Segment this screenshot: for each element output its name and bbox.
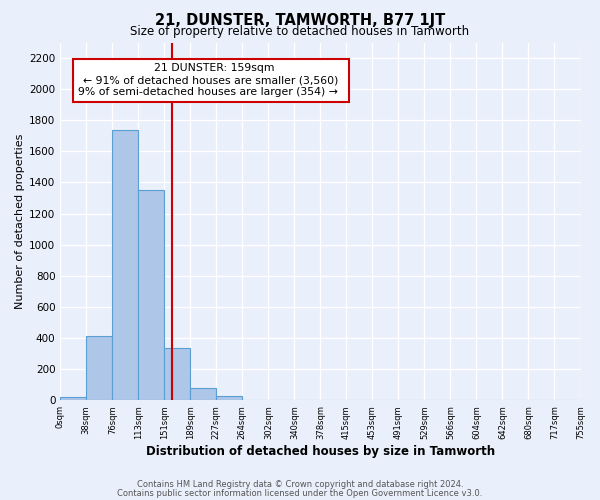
Text: Contains HM Land Registry data © Crown copyright and database right 2024.: Contains HM Land Registry data © Crown c… bbox=[137, 480, 463, 489]
Y-axis label: Number of detached properties: Number of detached properties bbox=[15, 134, 25, 309]
X-axis label: Distribution of detached houses by size in Tamworth: Distribution of detached houses by size … bbox=[146, 444, 495, 458]
Text: 21 DUNSTER: 159sqm
← 91% of detached houses are smaller (3,560)
9% of semi-detac: 21 DUNSTER: 159sqm ← 91% of detached hou… bbox=[78, 64, 344, 96]
Bar bbox=[190, 388, 217, 400]
Bar bbox=[86, 336, 112, 400]
Text: Contains public sector information licensed under the Open Government Licence v3: Contains public sector information licen… bbox=[118, 488, 482, 498]
Bar bbox=[60, 398, 86, 400]
Bar bbox=[164, 348, 190, 400]
Bar bbox=[139, 190, 164, 400]
Text: Size of property relative to detached houses in Tamworth: Size of property relative to detached ho… bbox=[130, 25, 470, 38]
Bar bbox=[217, 396, 242, 400]
Text: 21, DUNSTER, TAMWORTH, B77 1JT: 21, DUNSTER, TAMWORTH, B77 1JT bbox=[155, 12, 445, 28]
Bar bbox=[112, 130, 139, 400]
